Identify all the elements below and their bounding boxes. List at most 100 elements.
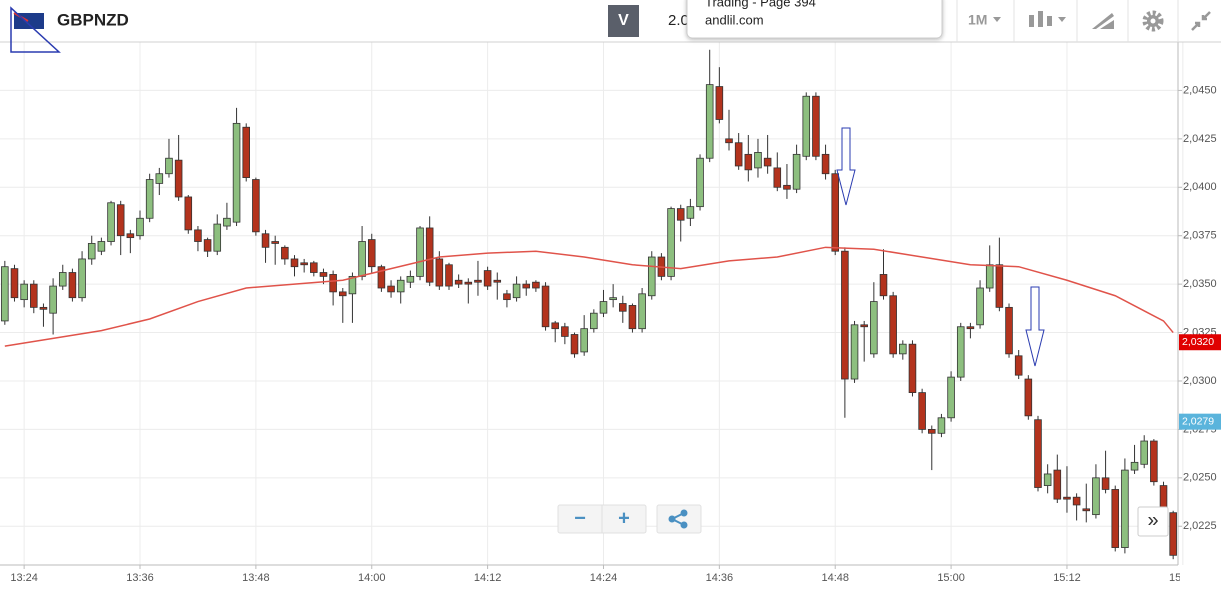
- candle-body: [1169, 512, 1177, 556]
- candle-body: [937, 417, 946, 434]
- chart-type-icon[interactable]: [1029, 11, 1066, 27]
- candle-body: [242, 126, 251, 178]
- candle-body: [918, 392, 926, 430]
- candle-body: [232, 122, 241, 223]
- candle-body: [754, 152, 762, 169]
- candle-body: [474, 279, 482, 283]
- x-tick-label: 13:48: [242, 572, 270, 584]
- candle-body: [870, 301, 878, 355]
- grid: [0, 42, 1184, 565]
- candle-body: [174, 159, 183, 198]
- candle-body: [821, 153, 830, 175]
- candle-body: [1121, 469, 1129, 548]
- candle-body: [1082, 508, 1091, 512]
- settings-icon[interactable]: [1142, 10, 1164, 32]
- candle-body: [995, 264, 1004, 308]
- candle-body: [300, 262, 308, 266]
- candle-body: [1014, 355, 1023, 376]
- candle-body: [1, 266, 9, 322]
- y-tick-label: 2,0300: [1183, 375, 1217, 387]
- candle-body: [956, 326, 965, 378]
- scroll-label: »: [1147, 509, 1158, 531]
- candle-body: [812, 95, 820, 157]
- candle-body: [78, 258, 86, 299]
- candle-body: [338, 291, 347, 297]
- candle-body: [483, 270, 492, 287]
- price: 2.0: [668, 12, 689, 29]
- annotation-triangle: [10, 6, 61, 53]
- symbol[interactable]: GBPNZD: [57, 10, 129, 29]
- interval[interactable]: 1M: [968, 12, 987, 28]
- scroll-button[interactable]: [1137, 506, 1169, 537]
- x-axis: 13:24 13:36 13:48 14:00 14:12 14:24 14:36 14:48…: [10, 565, 1180, 584]
- candle-body: [329, 274, 337, 293]
- candle-body: [396, 279, 405, 293]
- candle-body: [628, 305, 637, 330]
- candle-body: [927, 429, 936, 434]
- x-tick-label: 14:36: [706, 572, 734, 584]
- y-tick-label: 2,0250: [1183, 472, 1217, 484]
- candle-body: [30, 283, 38, 308]
- candle-body: [792, 153, 801, 190]
- candle-body: [532, 281, 540, 289]
- candle-body: [570, 334, 579, 355]
- candle-body: [136, 217, 144, 237]
- candle-body: [126, 233, 135, 239]
- candle-body: [87, 243, 96, 260]
- candle-body: [966, 326, 975, 330]
- candle-body: [107, 202, 115, 242]
- draw-icon[interactable]: [1092, 13, 1114, 29]
- candle-body: [184, 196, 193, 231]
- candle-body: [889, 295, 897, 355]
- candle-body: [647, 256, 656, 297]
- candle-body: [802, 95, 811, 157]
- zoom-out[interactable]: −: [574, 507, 586, 529]
- candle-body: [686, 206, 695, 219]
- candle-body: [348, 275, 357, 295]
- candle-body: [116, 204, 125, 237]
- x-tick-label: 14:12: [474, 572, 502, 584]
- candle-body: [879, 274, 888, 297]
- candle-body: [985, 264, 994, 289]
- mode-button[interactable]: [608, 5, 639, 37]
- candle-body: [541, 285, 550, 328]
- plot: [1, 49, 1177, 560]
- price-labels: 2,0320 2,0279: [1179, 334, 1221, 430]
- candle-body: [976, 287, 984, 326]
- candle-body: [49, 285, 57, 314]
- mode-label: V: [618, 12, 629, 29]
- candle-body: [609, 297, 617, 301]
- y-tick-label: 2,0350: [1183, 278, 1217, 290]
- annotation-arrow: [1025, 286, 1045, 367]
- candle-body: [145, 179, 154, 219]
- price-label: 2,0320: [1182, 336, 1214, 348]
- candle-body: [194, 229, 202, 242]
- candle-body: [377, 266, 386, 289]
- candle-body: [223, 217, 231, 227]
- candle-body: [783, 184, 791, 190]
- candle-body: [638, 293, 646, 330]
- share-button[interactable]: [656, 504, 702, 534]
- zoom-in[interactable]: +: [618, 507, 630, 529]
- candle-body: [464, 281, 473, 285]
- fullscreen-icon[interactable]: [1191, 11, 1211, 31]
- candle-body: [850, 324, 859, 380]
- candle-body: [155, 173, 164, 184]
- candle-body: [261, 233, 270, 248]
- candle-body: [831, 173, 840, 252]
- candle-body: [1043, 473, 1052, 486]
- candle-body: [734, 142, 743, 167]
- y-tick-label: 2,0225: [1183, 520, 1217, 532]
- candle-body: [271, 241, 279, 244]
- candle-body: [281, 246, 289, 260]
- candle-body: [1150, 440, 1158, 483]
- candle-body: [435, 258, 444, 287]
- candle-body: [773, 167, 782, 188]
- candle-body: [667, 208, 675, 277]
- candle-body: [310, 262, 318, 273]
- candle-body: [599, 301, 608, 314]
- candle-body: [551, 322, 559, 330]
- candle-body: [203, 239, 212, 252]
- candle-body: [580, 328, 588, 353]
